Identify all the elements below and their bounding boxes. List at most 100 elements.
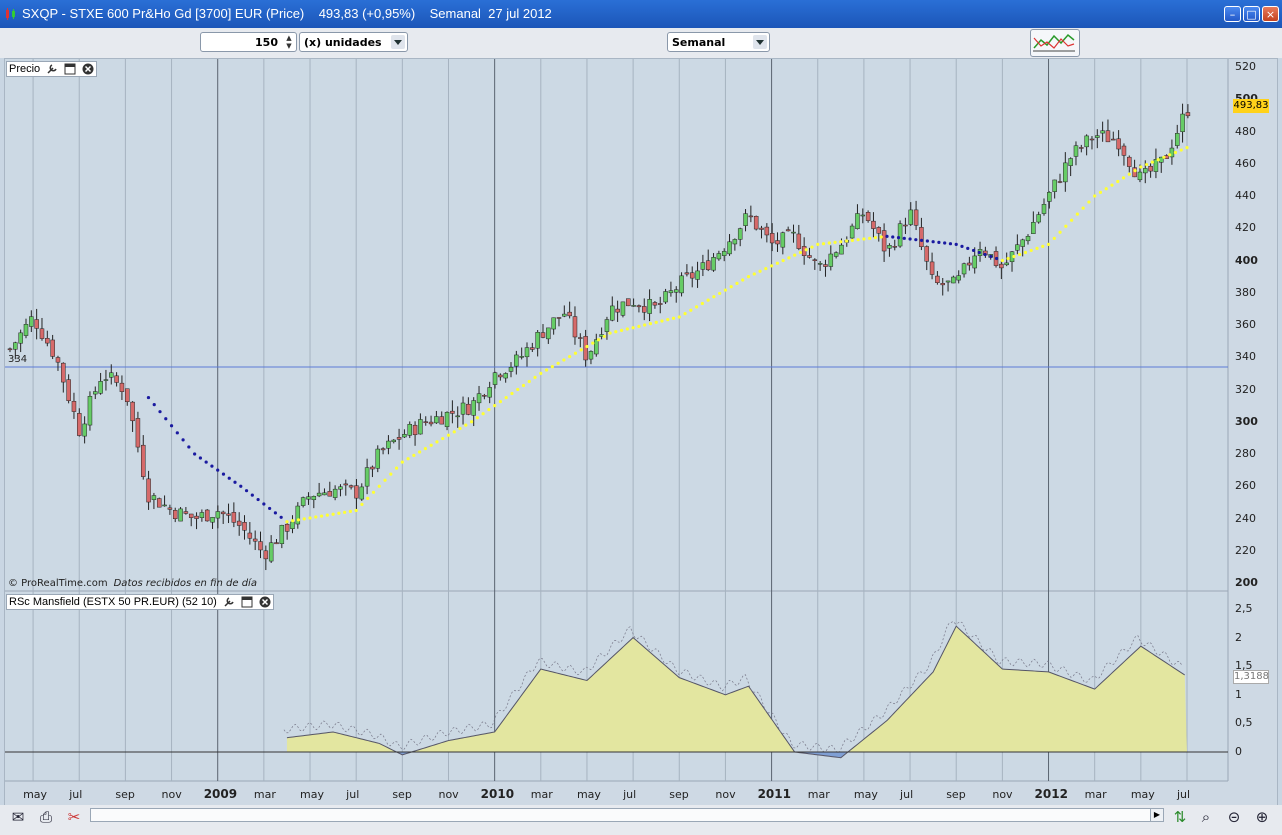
ma-dot: [666, 318, 670, 322]
ma-dot: [210, 464, 214, 468]
ma-dot: [677, 315, 681, 319]
ma-dot: [660, 319, 664, 323]
candle-body: [1079, 147, 1084, 149]
candle-body: [759, 227, 764, 230]
candle-body: [348, 485, 354, 488]
zoom-out-icon[interactable]: ⊝: [1227, 808, 1241, 826]
candle-body: [1153, 159, 1159, 172]
candle-body: [604, 319, 610, 332]
ma-dot: [579, 348, 583, 352]
candle-body: [1031, 222, 1036, 234]
ma-dot: [239, 484, 243, 488]
ma-dot: [868, 236, 872, 240]
ma-dot: [596, 338, 601, 342]
scroll-right-button[interactable]: ▶: [1150, 808, 1164, 822]
indicator-tick-label: 1,5: [1235, 659, 1253, 673]
window-icon[interactable]: [64, 63, 76, 75]
ma-dot: [441, 436, 445, 441]
candle-body: [156, 498, 162, 508]
candle-body: [1105, 130, 1111, 143]
wrench-icon[interactable]: [46, 63, 58, 75]
cut-icon[interactable]: ✂: [67, 808, 81, 826]
ma-dot: [977, 250, 981, 255]
units-stepper[interactable]: 150 ▲ ▼: [200, 32, 297, 52]
ma-dot: [839, 240, 843, 244]
horizontal-scrollbar[interactable]: [90, 808, 1164, 822]
stepper-arrows-icon[interactable]: ▲ ▼: [286, 34, 292, 50]
indicator-area-positive: [286, 626, 1187, 752]
minimize-button[interactable]: –: [1224, 6, 1241, 22]
ma-dot: [412, 453, 416, 457]
indicators-button[interactable]: [1030, 29, 1080, 57]
chevron-down-icon[interactable]: [391, 35, 405, 49]
auto-scale-icon[interactable]: ⇅: [1173, 808, 1187, 826]
candle-body: [594, 339, 599, 355]
candlestick-series: [7, 103, 1191, 571]
ma-dot: [816, 242, 820, 246]
ma-dot: [706, 298, 710, 302]
envelope-icon[interactable]: ✉: [11, 808, 25, 826]
ma-dot: [187, 445, 191, 449]
candle-body: [695, 270, 700, 280]
ma-dot: [937, 240, 941, 244]
candle-body: [951, 276, 956, 284]
ma-dot: [1029, 248, 1033, 253]
ma-dot: [325, 513, 329, 517]
ma-dot: [608, 331, 612, 335]
window-icon[interactable]: [241, 596, 253, 608]
ma-dot: [804, 248, 808, 252]
ma-dot: [1070, 218, 1074, 222]
candle-body: [492, 372, 498, 385]
candle-body: [39, 328, 45, 339]
wrench-icon[interactable]: [223, 596, 235, 608]
candle-body: [743, 213, 748, 226]
candle-body: [109, 372, 114, 378]
period-label: Semanal: [672, 36, 726, 49]
ma-dot: [919, 238, 924, 242]
chevron-down-icon[interactable]: [753, 35, 767, 49]
candle-body: [322, 492, 327, 496]
x-tick-label: jul: [346, 788, 360, 801]
maximize-button[interactable]: □: [1243, 6, 1260, 22]
close-panel-icon[interactable]: [82, 63, 94, 75]
indicator-tick-label: 0,5: [1235, 716, 1253, 730]
ma-dot: [273, 511, 278, 515]
ma-dot: [1023, 250, 1028, 255]
zoom-in-icon[interactable]: ⊕: [1255, 808, 1269, 826]
ma-dot: [227, 476, 231, 480]
candle-body: [1137, 171, 1143, 181]
units-dropdown[interactable]: (x) unidades: [299, 32, 408, 52]
chart-svg[interactable]: [0, 58, 1282, 808]
candle-body: [178, 508, 183, 522]
price-tick-label: 380: [1235, 285, 1256, 299]
candle-body: [503, 373, 508, 379]
candle-body: [817, 263, 823, 265]
ma-dot: [810, 245, 814, 249]
candle-body: [961, 263, 967, 275]
candle-body: [444, 412, 450, 427]
candle-body: [833, 252, 839, 257]
candle-body: [284, 523, 290, 532]
candle-body: [684, 272, 690, 275]
print-icon[interactable]: ⎙: [39, 808, 52, 826]
ma-dot: [1121, 176, 1126, 180]
candle-body: [764, 226, 770, 236]
ma-dot: [256, 497, 260, 502]
hline-value-label: 334: [8, 354, 28, 365]
candle-body: [354, 485, 359, 499]
x-tick-label: sep: [669, 788, 689, 801]
period-dropdown[interactable]: Semanal: [667, 32, 770, 52]
ma-dot: [152, 403, 156, 407]
x-tick-label: 2011: [757, 787, 791, 801]
close-panel-icon[interactable]: [259, 596, 271, 608]
ma-dot: [250, 493, 254, 497]
candle-body: [546, 327, 551, 340]
candle-body: [183, 511, 189, 514]
candle-body: [913, 209, 919, 226]
ma-dot: [752, 272, 756, 276]
zoom-fit-icon[interactable]: ⌕: [1201, 808, 1211, 826]
close-button[interactable]: ×: [1262, 6, 1279, 22]
ma-dot: [1145, 162, 1149, 167]
ma-dot: [712, 295, 716, 299]
ma-dot: [389, 472, 393, 476]
